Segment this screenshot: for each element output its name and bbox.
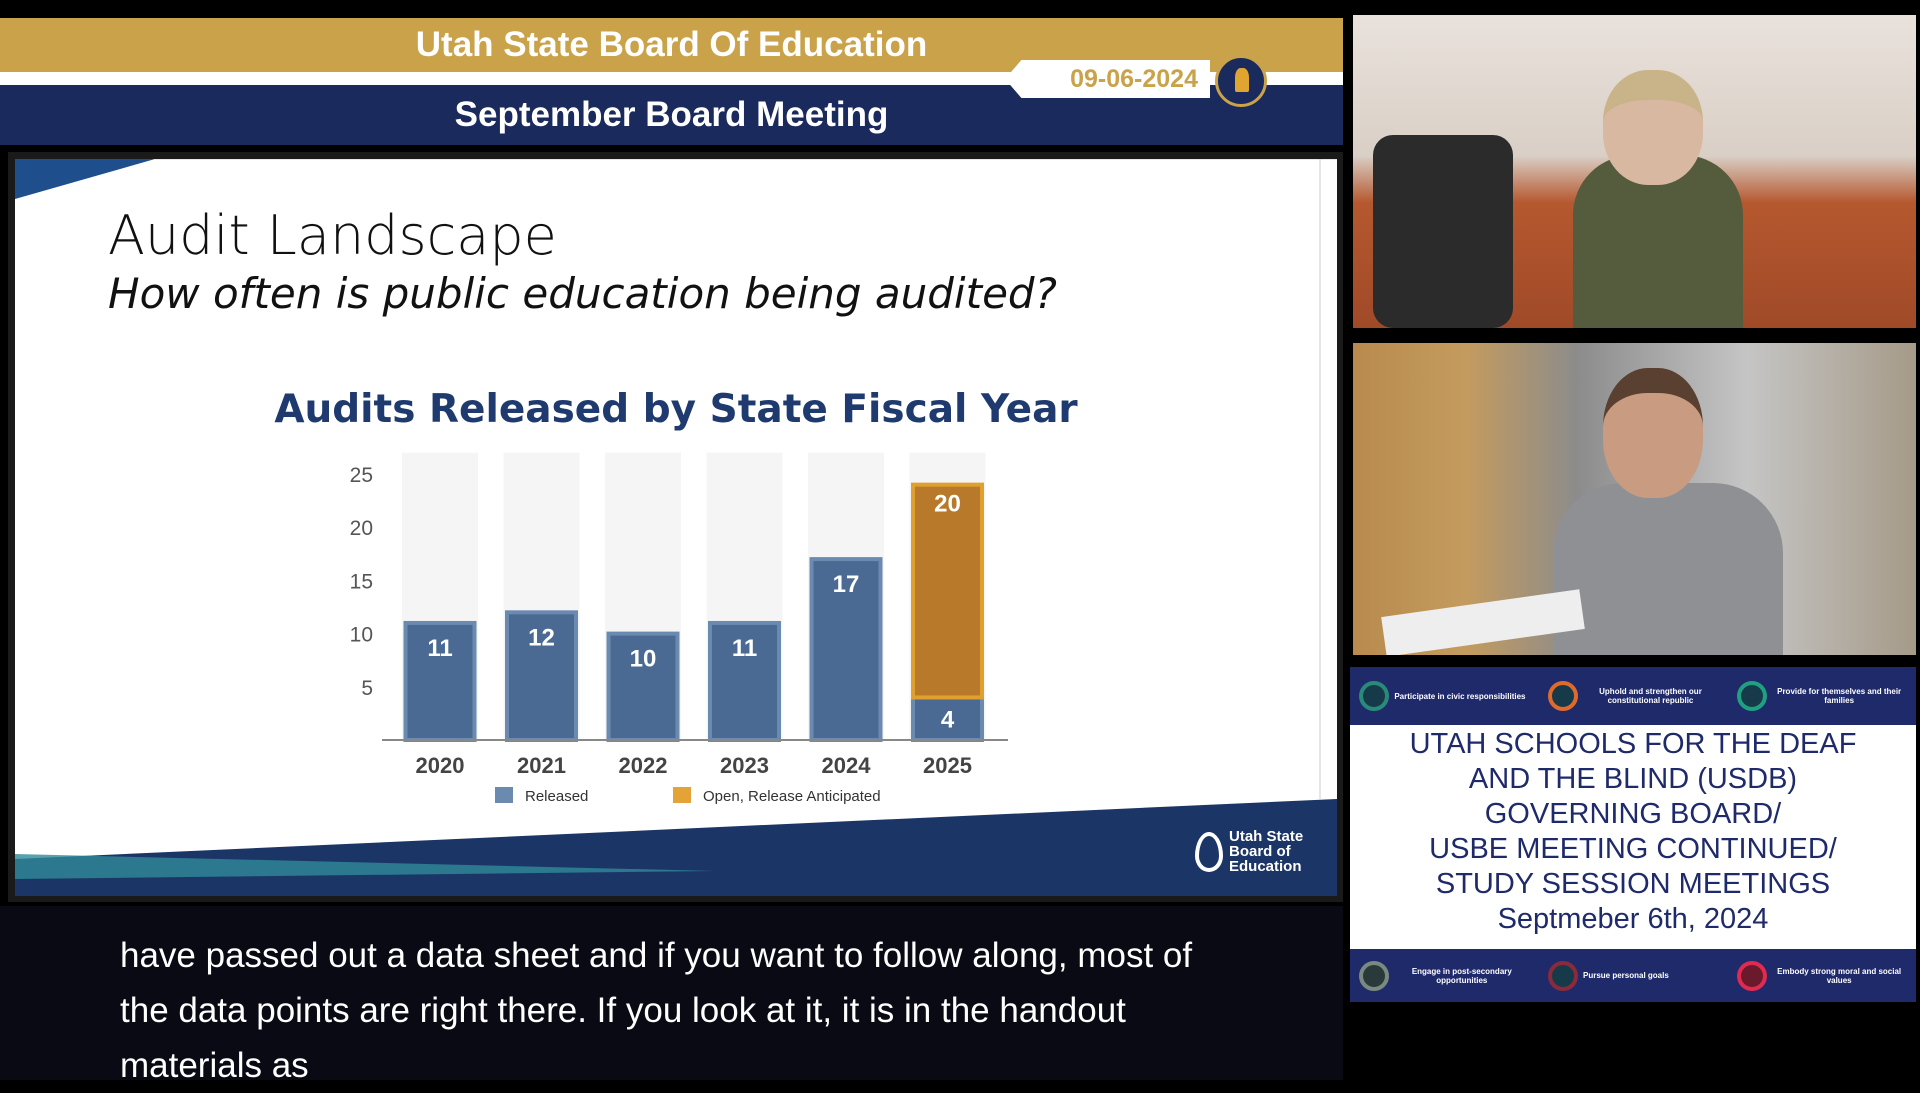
bar-open-release-anticipated bbox=[911, 482, 984, 700]
title-line: Septmeber 6th, 2024 bbox=[1497, 903, 1769, 935]
usdb-meeting-title: UTAH SCHOOLS FOR THE DEAF AND THE BLIND … bbox=[1350, 727, 1916, 937]
header-stripe bbox=[0, 72, 1343, 85]
value-item: Participate in civic responsibilities bbox=[1359, 681, 1529, 711]
data-label: 11 bbox=[732, 635, 757, 662]
value-label: Embody strong moral and social values bbox=[1777, 966, 1902, 985]
value-item: Uphold and strengthen our constitutional… bbox=[1547, 681, 1718, 711]
x-tick-label: 2020 bbox=[416, 753, 465, 778]
y-tick-label: 10 bbox=[350, 624, 373, 647]
values-band-bottom: Engage in post-secondary opportunities P… bbox=[1350, 949, 1916, 1002]
y-tick-label: 20 bbox=[350, 517, 373, 540]
header-title: Utah State Board Of Education bbox=[0, 18, 1343, 72]
value-item: Embody strong moral and social values bbox=[1736, 960, 1907, 991]
heart-hands-icon bbox=[1736, 960, 1767, 991]
closed-captions: have passed out a data sheet and if you … bbox=[0, 906, 1343, 1085]
caption-line: have passed out a data sheet and if you … bbox=[120, 936, 1193, 975]
person-head bbox=[1603, 368, 1703, 498]
logo-line: Education bbox=[1229, 858, 1302, 875]
caption-line: the data points are right there. If you … bbox=[120, 991, 1126, 1030]
title-line: AND THE BLIND (USDB) bbox=[1468, 763, 1798, 795]
title-line: UTAH SCHOOLS FOR THE DEAF bbox=[1409, 728, 1857, 760]
data-label: 11 bbox=[427, 635, 452, 662]
chart-title: Audits Released by State Fiscal Year bbox=[274, 387, 1078, 432]
presentation-slide: Audit Landscape How often is public educ… bbox=[15, 159, 1337, 896]
data-label: 12 bbox=[528, 624, 555, 651]
x-tick-label: 2024 bbox=[822, 753, 872, 778]
data-label: 4 bbox=[941, 707, 955, 734]
legend-swatch bbox=[673, 787, 691, 803]
data-label: 10 bbox=[630, 646, 657, 673]
value-label: Participate in civic responsibilities bbox=[1394, 691, 1526, 701]
legend-label: Open, Release Anticipated bbox=[703, 788, 881, 805]
value-label: Engage in post-secondary opportunities bbox=[1411, 966, 1512, 985]
constitution-icon bbox=[1547, 681, 1578, 711]
person bbox=[1553, 483, 1783, 655]
value-item: Engage in post-secondary opportunities bbox=[1359, 960, 1529, 991]
x-tick-label: 2022 bbox=[619, 753, 668, 778]
slide-decoration bbox=[15, 159, 1337, 896]
legend-swatch bbox=[495, 787, 513, 803]
chair bbox=[1373, 135, 1513, 328]
graduation-cap-icon bbox=[1359, 960, 1390, 991]
title-line: STUDY SESSION MEETINGS bbox=[1435, 868, 1831, 900]
trophy-icon bbox=[1547, 960, 1578, 991]
x-tick-label: 2023 bbox=[720, 753, 769, 778]
x-tick-label: 2021 bbox=[517, 753, 566, 778]
logo-line: Utah State bbox=[1229, 828, 1304, 845]
caption-line: materials as bbox=[120, 1046, 309, 1085]
bar-released bbox=[606, 631, 680, 743]
flame-logo-icon bbox=[1195, 831, 1223, 872]
video-feed-speaker-2 bbox=[1353, 343, 1916, 655]
data-label: 20 bbox=[934, 491, 961, 518]
logo-line: Board of bbox=[1229, 843, 1291, 860]
legend-label: Released bbox=[525, 788, 588, 805]
slide-subtitle: How often is public education being audi… bbox=[108, 269, 1057, 318]
y-tick-label: 15 bbox=[350, 570, 373, 593]
x-tick-label: 2025 bbox=[923, 753, 972, 778]
family-icon bbox=[1736, 681, 1767, 711]
value-label: Uphold and strengthen our constitutional… bbox=[1599, 687, 1702, 705]
civic-icon bbox=[1359, 681, 1390, 711]
value-label: Pursue personal goals bbox=[1582, 971, 1669, 980]
title-line: GOVERNING BOARD/ bbox=[1484, 798, 1782, 830]
bar-chart: 1120201220211020221120231720244202025510… bbox=[350, 452, 1008, 805]
title-line: USBE MEETING CONTINUED/ bbox=[1429, 833, 1837, 865]
value-label: Provide for themselves and their familie… bbox=[1777, 687, 1902, 705]
value-item: Provide for themselves and their familie… bbox=[1736, 681, 1907, 711]
y-tick-label: 5 bbox=[361, 677, 373, 700]
usbe-logo: Utah State Board of Education bbox=[1195, 829, 1303, 874]
y-tick-label: 25 bbox=[350, 464, 373, 487]
board-seal-icon bbox=[1215, 55, 1267, 107]
data-label: 17 bbox=[833, 571, 860, 598]
video-feed-speaker-1 bbox=[1353, 15, 1916, 328]
values-band-top: Participate in civic responsibilities Up… bbox=[1350, 667, 1916, 725]
person-head bbox=[1603, 70, 1703, 185]
bar-released bbox=[809, 557, 883, 742]
slide-title: Audit Landscape bbox=[108, 204, 557, 267]
value-item: Pursue personal goals bbox=[1547, 960, 1718, 991]
usdb-title-card: Participate in civic responsibilities Up… bbox=[1350, 667, 1916, 1002]
meeting-date: 09-06-2024 bbox=[1005, 60, 1210, 98]
